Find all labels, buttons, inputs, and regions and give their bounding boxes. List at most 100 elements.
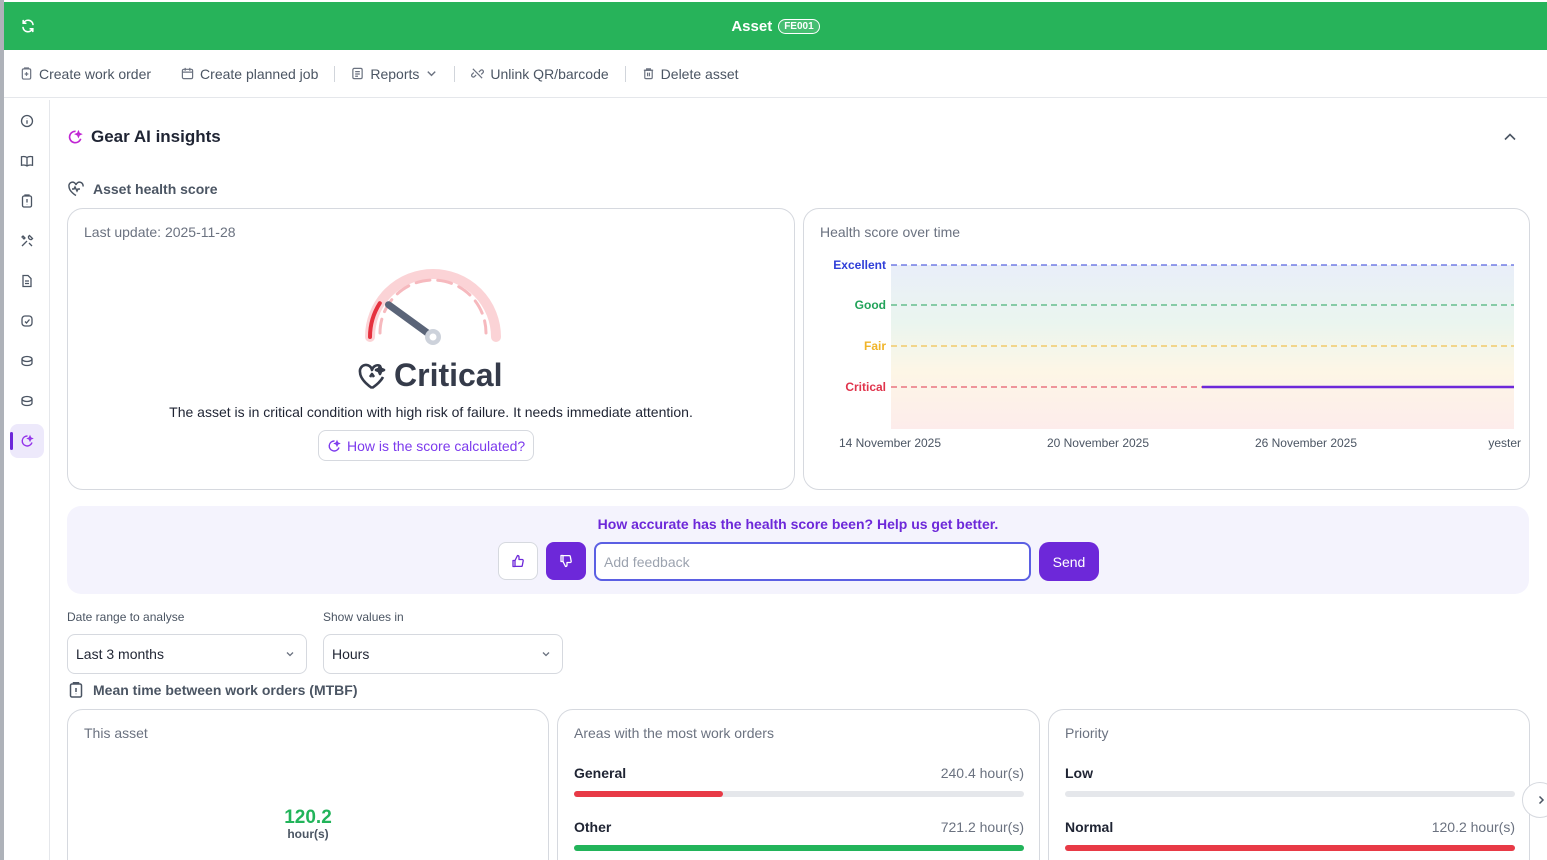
- date-range-label: Date range to analyse: [67, 610, 185, 624]
- show-values-value: Hours: [332, 646, 370, 662]
- priority-name: Normal: [1065, 819, 1114, 835]
- area-bar-track: [574, 791, 1024, 797]
- active-nav-indicator: [10, 432, 13, 450]
- health-score-card: Last update: 2025-11-28 Critical The ass…: [67, 208, 795, 490]
- chevron-up-icon[interactable]: [1501, 128, 1519, 146]
- area-bar-fill: [574, 791, 723, 797]
- priority-label: Priority: [1065, 725, 1109, 741]
- meter-icon: [21, 315, 33, 327]
- show-values-label: Show values in: [323, 610, 404, 624]
- area-value: 240.4 hour(s): [940, 765, 1024, 781]
- level-label-fair: Fair: [864, 339, 886, 353]
- page-title: Asset: [731, 17, 773, 35]
- how-calculated-label: How is the score calculated?: [347, 437, 526, 454]
- priority-card: Priority Low Normal 120.2 hour(s): [1048, 709, 1530, 860]
- this-asset-value: 120.2 hour(s): [68, 807, 548, 841]
- mtbf-unit: hour(s): [287, 827, 329, 841]
- unlink-qr-button[interactable]: Unlink QR/barcode: [471, 65, 609, 82]
- document-icon: [22, 274, 32, 288]
- refresh-icon[interactable]: [18, 16, 38, 36]
- asset-health-score-label: Asset health score: [93, 181, 218, 197]
- areas-card: Areas with the most work orders General 2…: [557, 709, 1040, 860]
- priority-value: 120.2 hour(s): [1431, 819, 1515, 835]
- ai-sparkle-icon: [21, 434, 34, 447]
- mtbf-value: 120.2: [284, 807, 332, 828]
- clipboard-alert-icon: [69, 682, 83, 698]
- thumbs-down-icon: [560, 554, 572, 568]
- nav-parts[interactable]: [10, 344, 44, 378]
- this-asset-label: This asset: [84, 725, 148, 741]
- mtbf-title-text: Mean time between work orders (MTBF): [93, 682, 358, 698]
- priority-bar-track: [1065, 845, 1515, 851]
- last-update-text: Last update: 2025-11-28: [84, 224, 236, 240]
- priority-bar-fill: [1065, 845, 1515, 851]
- toolbar-divider: [624, 65, 626, 82]
- health-chart-svg: Critical Fair Good Excellent 14 November 202…: [833, 258, 1521, 450]
- level-label-good: Good: [855, 298, 886, 312]
- thumbs-up-icon: [512, 554, 524, 568]
- reports-dropdown[interactable]: Reports: [351, 66, 438, 82]
- gear-ai-insights-title: Gear AI insights: [67, 127, 221, 147]
- level-label-excellent: Excellent: [833, 258, 886, 272]
- book-icon: [20, 155, 34, 167]
- unlink-qr-label: Unlink QR/barcode: [490, 65, 609, 82]
- area-bar-track: [574, 845, 1024, 851]
- ai-sparkle-icon: [328, 439, 341, 452]
- heart-pulse-icon: [68, 181, 84, 197]
- chevron-down-icon: [542, 652, 550, 657]
- health-status-text: Critical: [394, 357, 503, 393]
- priority-row: Low: [1065, 765, 1515, 797]
- x-tick-label: 26 November 2025: [1255, 436, 1357, 450]
- priority-name: Low: [1065, 765, 1093, 781]
- delete-asset-button[interactable]: Delete asset: [642, 66, 739, 82]
- side-navigation: [4, 100, 50, 860]
- create-work-order-button[interactable]: Create work order: [20, 66, 151, 82]
- ai-sparkle-icon: [68, 129, 83, 144]
- health-description: The asset is in critical condition with …: [169, 404, 693, 420]
- health-gauge: [348, 269, 518, 349]
- date-range-select[interactable]: Last 3 months: [67, 634, 307, 674]
- priority-row: Normal 120.2 hour(s): [1065, 819, 1515, 851]
- thumbs-up-button[interactable]: [498, 542, 538, 580]
- unlink-icon: [471, 68, 485, 79]
- main-content: Gear AI insights Asset health score Last…: [51, 100, 1547, 860]
- chevron-down-icon: [427, 71, 437, 77]
- thumbs-down-button[interactable]: [546, 542, 586, 580]
- date-range-value: Last 3 months: [76, 646, 164, 662]
- nav-work-orders[interactable]: [10, 184, 44, 218]
- area-row: General 240.4 hour(s): [574, 765, 1024, 797]
- send-feedback-button[interactable]: Send: [1039, 542, 1099, 581]
- x-tick-label: yester: [1488, 436, 1521, 450]
- nav-ai-insights[interactable]: [10, 424, 44, 458]
- chevron-right-icon: [1538, 795, 1545, 805]
- reports-label: Reports: [370, 65, 420, 82]
- feedback-input[interactable]: [594, 542, 1031, 581]
- toolbar-divider: [334, 65, 336, 82]
- health-chart-card: Health score over time Critical Fair Good E…: [803, 208, 1530, 490]
- create-planned-job-button[interactable]: Create planned job: [181, 66, 318, 82]
- asset-health-score-title: Asset health score: [67, 180, 218, 198]
- database-icon: [21, 395, 33, 407]
- create-work-order-label: Create work order: [39, 65, 152, 82]
- nav-inventory[interactable]: [10, 384, 44, 418]
- show-values-select[interactable]: Hours: [323, 634, 563, 674]
- asset-toolbar: Create work order Create planned job Rep…: [4, 50, 1547, 98]
- mtbf-title: Mean time between work orders (MTBF): [67, 681, 357, 699]
- this-asset-card: This asset 120.2 hour(s): [67, 709, 549, 860]
- nav-meters[interactable]: [10, 304, 44, 338]
- area-bar-fill: [574, 845, 1024, 851]
- gauge-needle: [385, 301, 437, 341]
- delete-asset-label: Delete asset: [660, 65, 739, 82]
- create-planned-job-label: Create planned job: [200, 65, 319, 82]
- nav-documents[interactable]: [10, 264, 44, 298]
- area-name: General: [574, 765, 627, 781]
- x-tick-label: 14 November 2025: [839, 436, 941, 450]
- asset-code-badge: FE001: [778, 18, 820, 34]
- gauge-level-fill: [367, 301, 382, 339]
- nav-details[interactable]: [10, 104, 44, 138]
- nav-tools[interactable]: [10, 224, 44, 258]
- asset-header: Asset FE001: [4, 2, 1547, 50]
- report-icon: [352, 67, 364, 80]
- how-calculated-button[interactable]: How is the score calculated?: [318, 430, 535, 461]
- nav-manuals[interactable]: [10, 144, 44, 178]
